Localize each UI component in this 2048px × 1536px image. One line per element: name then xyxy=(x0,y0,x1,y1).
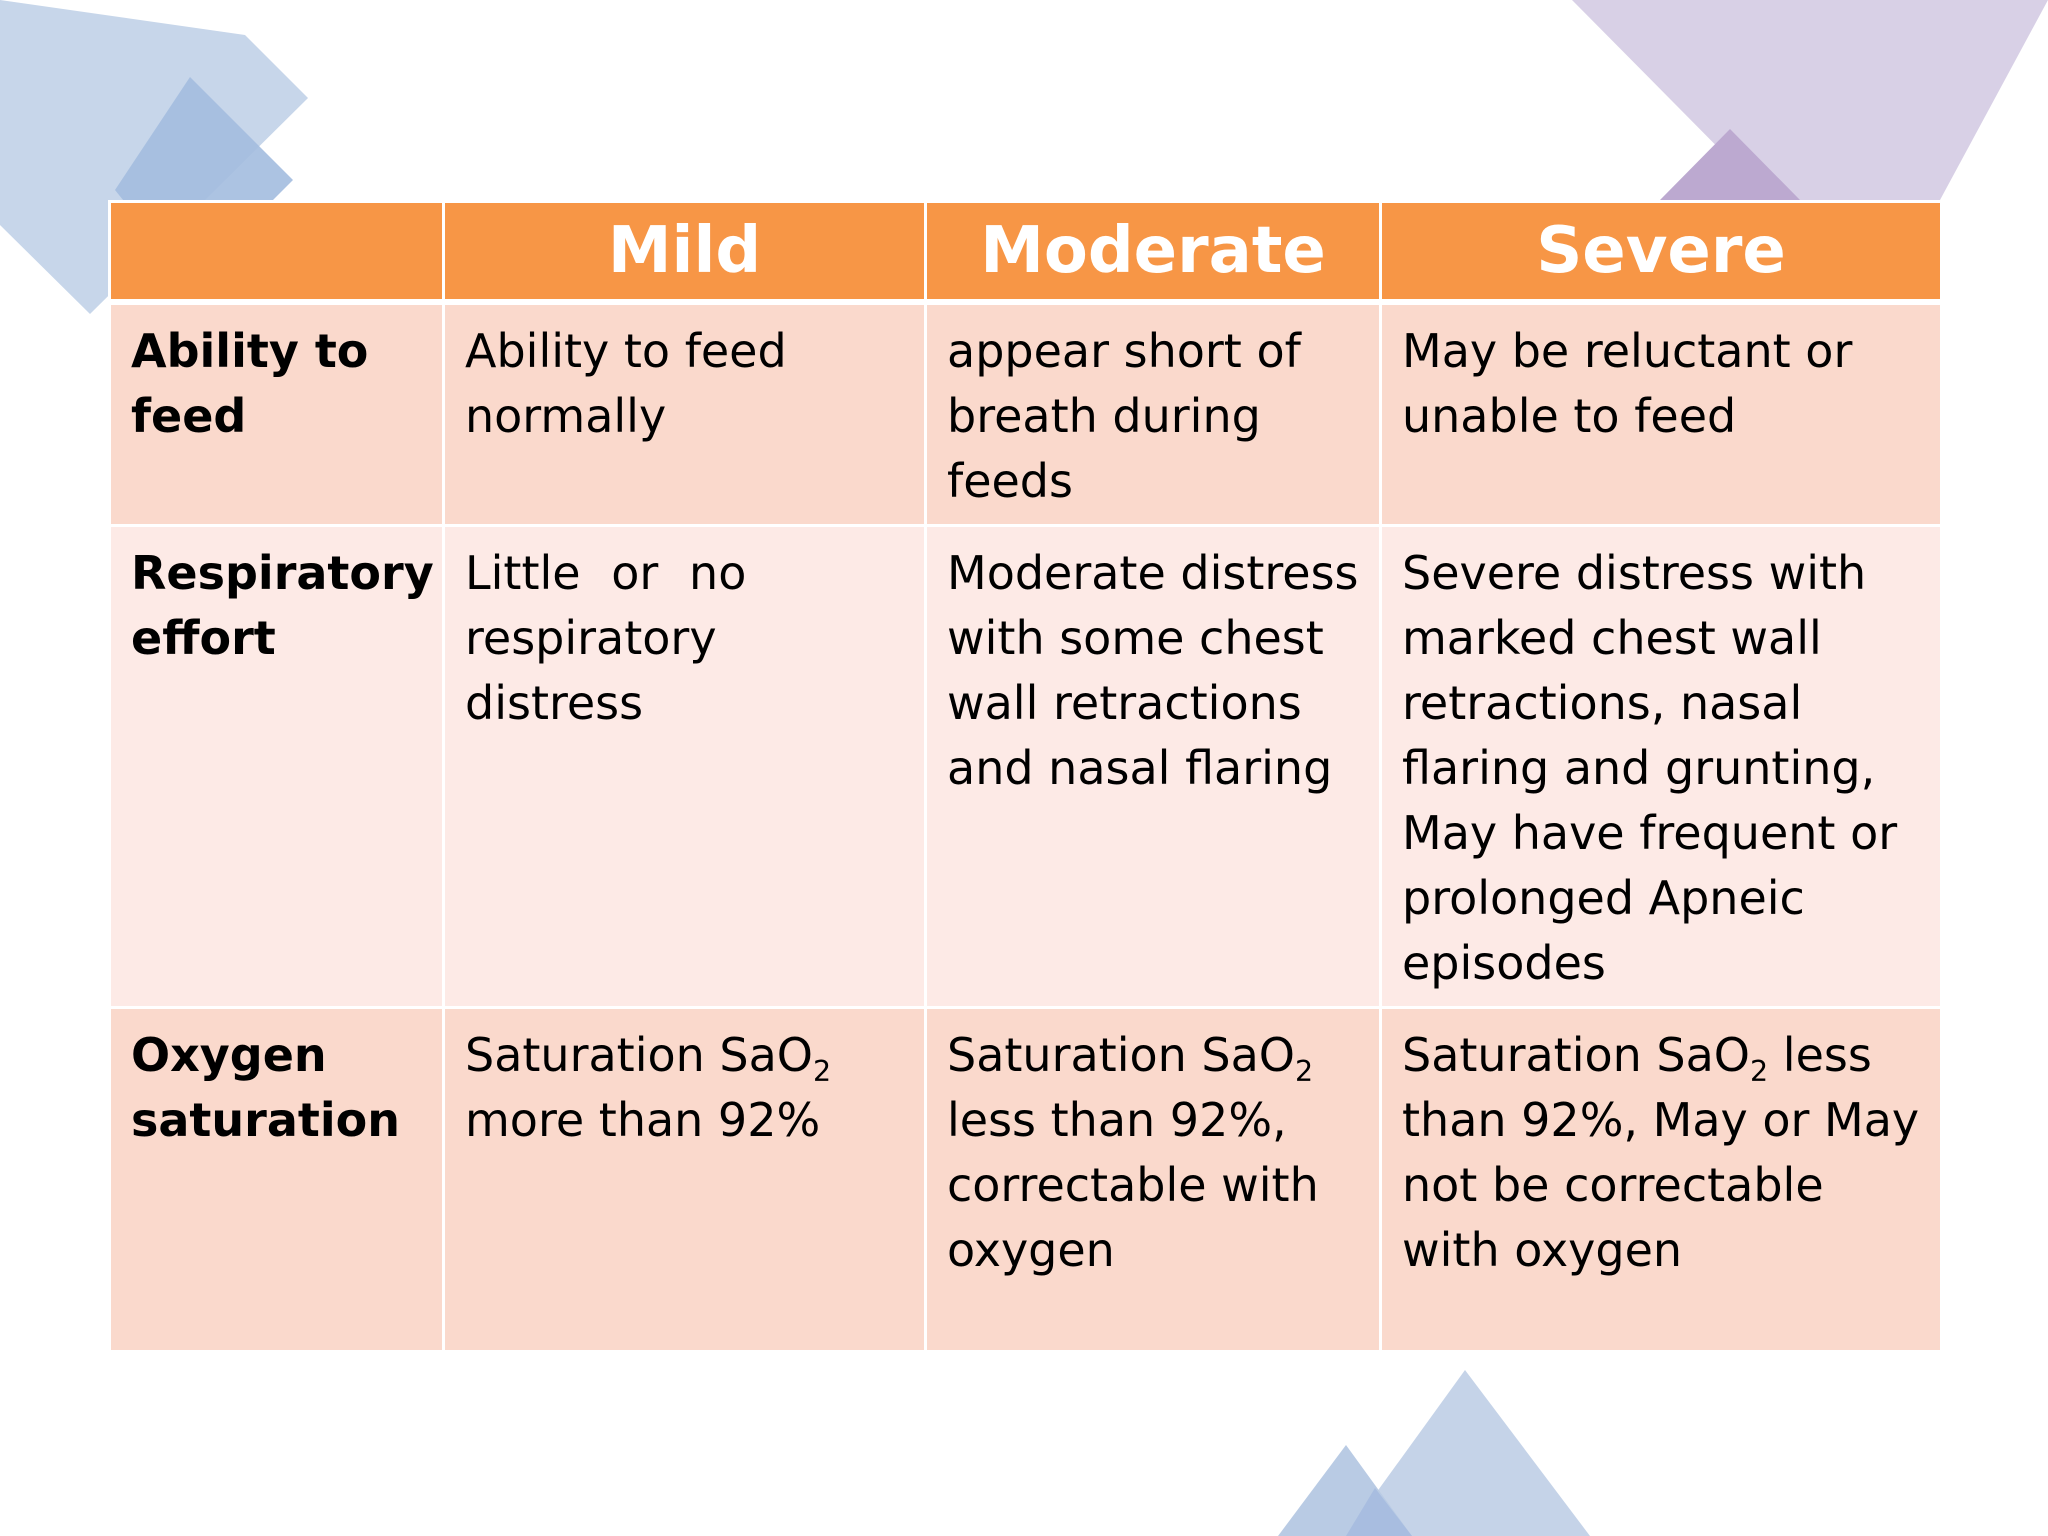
decor-triangle-top-right xyxy=(1572,0,2048,200)
table-row-ability-to-feed: Ability to feed Ability to feed normally… xyxy=(108,300,1943,527)
table-header-row: Mild Moderate Severe xyxy=(108,200,1943,305)
cell-oxy-mild-subscript: 2 xyxy=(813,1054,832,1088)
cell-feed-moderate: appear short of breath during feeds xyxy=(924,300,1382,527)
cell-resp-severe: Severe distress with marked chest wall r… xyxy=(1379,524,1943,1009)
cell-oxy-moderate-prefix: Saturation SaO xyxy=(947,1028,1296,1082)
cell-oxy-moderate-suffix: less than 92%, correctable with oxygen xyxy=(947,1093,1319,1277)
cell-oxy-severe: Saturation SaO2 less than 92%, May or Ma… xyxy=(1379,1006,1943,1353)
header-moderate: Moderate xyxy=(924,200,1382,305)
cell-oxy-severe-subscript: 2 xyxy=(1750,1054,1769,1088)
row-label-respiratory-effort: Respiratory effort xyxy=(108,524,445,1009)
header-empty-cell xyxy=(108,200,445,305)
cell-oxy-severe-prefix: Saturation SaO xyxy=(1402,1028,1751,1082)
cell-feed-mild: Ability to feed normally xyxy=(442,300,927,527)
header-severe: Severe xyxy=(1379,200,1943,305)
cell-oxy-severe-suffix: less than 92%, May or May not be correct… xyxy=(1402,1028,1920,1277)
decor-overlap-bottom xyxy=(1346,1488,1412,1536)
table-row-oxygen-saturation: Oxygen saturation Saturation SaO2 more t… xyxy=(108,1006,1943,1353)
cell-oxy-moderate: Saturation SaO2 less than 92%, correctab… xyxy=(924,1006,1382,1353)
cell-resp-mild: Little or no respiratory distress xyxy=(442,524,927,1009)
severity-table: Mild Moderate Severe Ability to feed Abi… xyxy=(108,200,1943,1353)
table-row-respiratory-effort: Respiratory effort Little or no respirat… xyxy=(108,524,1943,1009)
row-label-ability-to-feed: Ability to feed xyxy=(108,300,445,527)
cell-oxy-moderate-subscript: 2 xyxy=(1295,1054,1314,1088)
decor-diamond-top-right xyxy=(1660,129,1800,200)
decor-triangle-bottom-right xyxy=(1345,1370,1590,1536)
cell-oxy-mild: Saturation SaO2 more than 92% xyxy=(442,1006,927,1353)
cell-resp-moderate: Moderate distress with some chest wall r… xyxy=(924,524,1382,1009)
cell-oxy-mild-suffix: more than 92% xyxy=(465,1093,821,1147)
header-mild: Mild xyxy=(442,200,927,305)
cell-feed-severe: May be reluctant or unable to feed xyxy=(1379,300,1943,527)
row-label-oxygen-saturation: Oxygen saturation xyxy=(108,1006,445,1353)
cell-oxy-mild-prefix: Saturation SaO xyxy=(465,1028,814,1082)
